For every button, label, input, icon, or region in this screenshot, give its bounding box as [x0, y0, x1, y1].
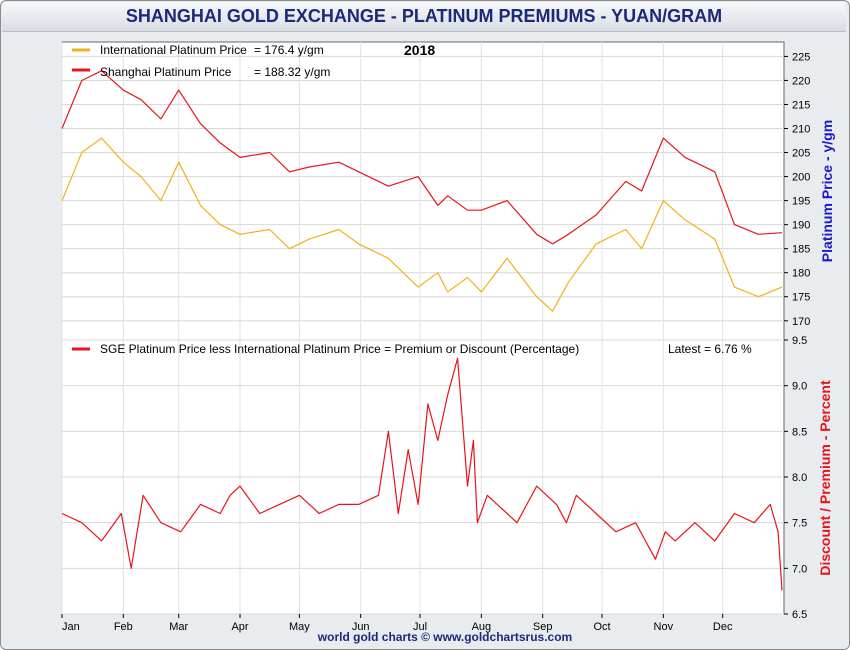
month-label: Feb [114, 621, 133, 633]
premium-percent-line [61, 357, 783, 591]
legend-international-label: International Platinum Price [100, 43, 247, 57]
top-y-tick-label: 225 [792, 51, 810, 63]
top-y-tick-label: 190 [792, 220, 810, 232]
top-y-tick-label: 195 [792, 196, 810, 208]
top-y-tick-label: 180 [792, 268, 810, 280]
shanghai-platinum-line [61, 70, 783, 245]
legend-international-value: = 176.4 y/gm [254, 43, 324, 57]
legend-shanghai-value: = 188.32 y/gm [254, 65, 330, 79]
series-layer [61, 70, 783, 591]
month-label: Jun [352, 621, 370, 633]
bottom-y-tick-label: 6.5 [792, 609, 807, 621]
month-label: Jul [413, 621, 427, 633]
month-label: Dec [713, 621, 733, 633]
bottom-y-tick-label: 9.5 [792, 335, 807, 347]
footer-credit: world gold charts © www.goldchartsrus.co… [317, 630, 573, 644]
month-label: Mar [169, 621, 188, 633]
top-y-axis: 170 175 180 185 190 195 200 205 210 215 220 225 [784, 51, 810, 328]
month-label: Sep [533, 621, 553, 633]
bottom-y-axis-title: Discount / Premium - Percent [817, 380, 833, 576]
month-label: Nov [654, 621, 674, 633]
bottom-y-tick-label: 8.5 [792, 426, 807, 438]
top-y-tick-label: 205 [792, 148, 810, 160]
bottom-y-tick-label: 7.5 [792, 518, 807, 530]
top-y-tick-label: 170 [792, 316, 810, 328]
top-y-tick-label: 185 [792, 244, 810, 256]
top-y-tick-label: 175 [792, 292, 810, 304]
bottom-y-axis: 6.5 7.0 7.5 8.0 8.5 9.0 9.5 [784, 335, 807, 621]
bottom-y-tick-label: 8.0 [792, 472, 807, 484]
month-label: Oct [593, 621, 610, 633]
top-y-tick-label: 220 [792, 75, 810, 87]
month-label: May [289, 621, 310, 633]
month-label: Aug [472, 621, 492, 633]
top-y-tick-label: 215 [792, 99, 810, 111]
month-label: Apr [231, 621, 248, 633]
top-y-tick-label: 200 [792, 172, 810, 184]
bottom-y-tick-label: 9.0 [792, 381, 807, 393]
international-platinum-line [61, 137, 783, 312]
year-label: 2018 [404, 42, 435, 58]
chart-title: SHANGHAI GOLD EXCHANGE - PLATINUM PREMIU… [2, 2, 846, 32]
month-label: Jan [62, 621, 80, 633]
latest-value: Latest = 6.76 % [668, 342, 752, 356]
bottom-legend: SGE Platinum Price less International Pl… [72, 342, 752, 356]
legend-premium-label: SGE Platinum Price less International Pl… [100, 342, 579, 356]
top-plot-area [61, 41, 785, 341]
gridlines [61, 42, 784, 615]
legend-shanghai-label: Shanghai Platinum Price [100, 65, 232, 79]
bottom-y-tick-label: 7.0 [792, 563, 807, 575]
x-axis: Jan Feb Mar Apr May Jun Jul Aug Sep Oct Nov Dec [61, 614, 733, 633]
top-y-tick-label: 210 [792, 124, 810, 136]
top-legend: International Platinum Price = 176.4 y/g… [72, 42, 435, 79]
top-y-axis-title: Platinum Price - y/gm [819, 120, 835, 262]
